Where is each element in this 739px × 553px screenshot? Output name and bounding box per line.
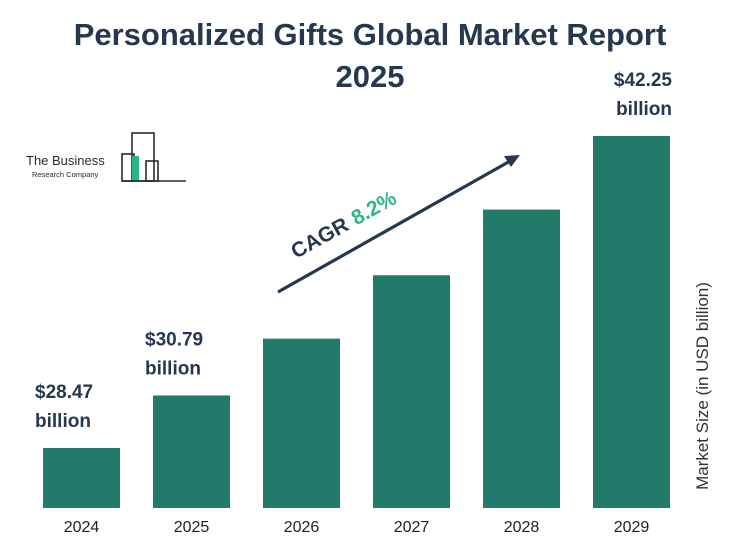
chart-title: Personalized Gifts Global Market Report …	[73, 17, 667, 94]
x-tick-label-2024: 2024	[64, 519, 100, 536]
bars-group	[43, 136, 670, 508]
company-logo: The Business Research Company	[26, 132, 188, 184]
logo-graphic	[121, 132, 186, 182]
data-labels: $28.47 billion $30.79 billion $42.25 billion	[35, 70, 672, 432]
bar-2027	[373, 275, 450, 508]
bar-2024	[43, 448, 120, 508]
data-label-2024: $28.47 billion	[35, 382, 93, 432]
bar-2028	[483, 209, 560, 508]
logo-name: The Business	[26, 153, 105, 168]
x-tick-label-2027: 2027	[394, 519, 430, 536]
x-tick-label-2028: 2028	[504, 519, 540, 536]
data-label-2029: $42.25 billion	[614, 70, 673, 120]
y-axis-label: Market Size (in USD billion)	[693, 282, 712, 490]
svg-text:CAGR8.2%: CAGR8.2%	[287, 187, 401, 264]
x-tick-labels: 2024 2025 2026 2027 2028 2029	[64, 519, 650, 536]
bar-2029	[593, 136, 670, 508]
cagr-arrowhead-icon	[504, 155, 520, 167]
x-tick-label-2026: 2026	[284, 519, 320, 536]
x-tick-label-2029: 2029	[614, 519, 650, 536]
bar-2026	[263, 338, 340, 508]
logo-subtitle: Research Company	[32, 170, 99, 179]
data-label-2025: $30.79 billion	[145, 329, 203, 379]
cagr-arrow-icon	[277, 158, 513, 294]
x-tick-label-2025: 2025	[174, 519, 210, 536]
bar-2025	[153, 395, 230, 508]
cagr-value: 8.2%	[347, 187, 400, 230]
